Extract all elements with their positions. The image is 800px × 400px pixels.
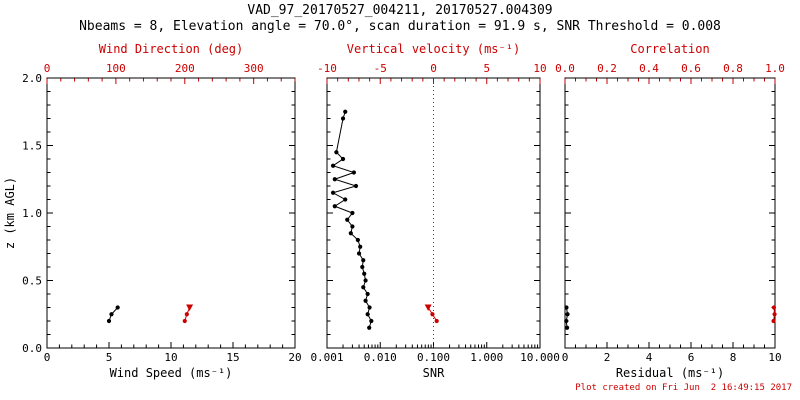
- y-tick-label: 0.0: [22, 342, 42, 355]
- x-tick-label: 4: [646, 351, 653, 364]
- series-point-correlation-profile: [771, 318, 776, 324]
- series-line-snr-profile: [331, 111, 372, 328]
- top-tick-label: 0.6: [681, 62, 701, 75]
- x-axis-label-wind-speed: Wind Speed (ms⁻¹): [109, 366, 233, 380]
- series-point-vertical-velocity-profile: [434, 318, 439, 324]
- series-point-residual-profile: [565, 312, 570, 317]
- top-tick-label: 0.0: [555, 62, 575, 75]
- series-point-wind-speed-profile: [109, 312, 114, 317]
- series-point-snr-profile: [330, 190, 336, 195]
- x-tick-label: 8: [730, 351, 737, 364]
- series-point-residual-profile: [565, 325, 570, 330]
- x-tick-label: 0: [562, 351, 569, 364]
- panel-border: [564, 77, 776, 349]
- series-point-snr-profile: [334, 150, 339, 155]
- series-point-snr-profile: [365, 312, 370, 317]
- series-point-snr-profile: [348, 231, 353, 236]
- series-point-wind-direction-profile: [182, 318, 187, 324]
- x-tick-label: 6: [688, 351, 695, 364]
- series-point-snr-profile: [353, 183, 359, 189]
- top-tick-label: 0.2: [597, 62, 617, 75]
- series-line-residual-profile: [565, 307, 569, 328]
- top-tick-label: 0.4: [639, 62, 659, 75]
- series-point-snr-profile: [363, 278, 368, 283]
- panel-border: [46, 77, 296, 349]
- x-tick-label: 15: [226, 351, 239, 364]
- x-tick-label: 10: [164, 351, 177, 364]
- series-point-correlation-profile: [771, 305, 777, 310]
- series-point-snr-profile: [356, 251, 362, 256]
- series-point-snr-profile: [332, 204, 337, 209]
- top-axis-label-vertical-velocity: Vertical velocity (ms⁻¹): [346, 42, 521, 56]
- series-point-snr-profile: [340, 116, 346, 121]
- x-axis-label-snr: SNR: [422, 366, 445, 380]
- series-point-snr-profile: [343, 197, 348, 202]
- series-point-snr-profile: [351, 170, 356, 175]
- series-point-snr-profile: [340, 156, 346, 162]
- x-tick-label: 2: [604, 351, 611, 364]
- top-tick-label: 300: [244, 62, 264, 75]
- x-tick-label: 10: [768, 351, 781, 364]
- top-tick-label: 5: [483, 62, 490, 75]
- top-axis-label-correlation: Correlation: [630, 42, 710, 56]
- series-point-snr-profile: [330, 163, 336, 168]
- series-point-snr-profile: [367, 325, 372, 330]
- series-point-wind-speed-profile: [115, 305, 120, 310]
- x-tick-label: 0.010: [364, 351, 397, 364]
- series-point-wind-direction-profile: [184, 312, 189, 317]
- series-cap-marker-vertical-velocity-profile: [424, 304, 432, 311]
- series-point-residual-profile: [564, 305, 569, 310]
- plot-created-timestamp: Plot created on Fri Jun 2 16:49:15 2017: [575, 383, 792, 393]
- series-point-snr-profile: [361, 285, 366, 290]
- top-tick-label: 0: [44, 62, 51, 75]
- series-point-correlation-profile: [772, 312, 777, 317]
- series-point-snr-profile: [332, 177, 337, 182]
- series-point-snr-profile: [365, 291, 370, 297]
- x-tick-label: 1.000: [470, 351, 503, 364]
- series-point-snr-profile: [369, 318, 374, 324]
- series-point-snr-profile: [361, 258, 366, 263]
- top-tick-label: 200: [175, 62, 195, 75]
- x-tick-label: 20: [288, 351, 301, 364]
- series-point-snr-profile: [355, 237, 360, 243]
- plot-subtitle: Nbeams = 8, Elevation angle = 70.0°, sca…: [79, 19, 721, 34]
- series-point-snr-profile: [358, 244, 363, 249]
- series-cap-marker-wind-direction-profile: [186, 304, 194, 311]
- top-axis-label-wind-direction: Wind Direction (deg): [98, 42, 244, 56]
- top-tick-label: 10: [533, 62, 546, 75]
- series-point-snr-profile: [362, 271, 367, 276]
- series-point-snr-profile: [345, 217, 350, 222]
- series-point-vertical-velocity-profile: [430, 312, 435, 317]
- y-tick-label: 1.5: [22, 140, 42, 153]
- y-tick-label: 2.0: [22, 72, 42, 85]
- x-tick-label: 0.100: [417, 351, 450, 364]
- top-tick-label: 100: [106, 62, 126, 75]
- x-tick-label: 0.001: [310, 351, 343, 364]
- series-point-snr-profile: [350, 224, 355, 229]
- series-point-snr-profile: [350, 210, 355, 216]
- x-tick-label: 0: [44, 351, 51, 364]
- series-point-snr-profile: [363, 298, 368, 303]
- top-tick-label: 0: [430, 62, 437, 75]
- y-tick-label: 1.0: [22, 207, 42, 220]
- x-tick-label: 5: [106, 351, 113, 364]
- top-tick-label: -5: [374, 62, 387, 75]
- series-point-snr-profile: [343, 109, 348, 114]
- series-point-residual-profile: [564, 318, 569, 324]
- x-axis-label-residual: Residual (ms⁻¹): [615, 366, 725, 380]
- series-point-wind-speed-profile: [106, 318, 112, 324]
- top-tick-label: -10: [317, 62, 337, 75]
- x-tick-label: 10.000: [520, 351, 560, 364]
- series-point-snr-profile: [367, 305, 372, 310]
- y-tick-label: 0.5: [22, 275, 42, 288]
- top-tick-label: 1.0: [765, 62, 785, 75]
- top-tick-label: 0.8: [723, 62, 743, 75]
- series-point-snr-profile: [360, 264, 365, 270]
- plot-title: VAD_97_20170527_004211, 20170527.004309: [247, 3, 553, 18]
